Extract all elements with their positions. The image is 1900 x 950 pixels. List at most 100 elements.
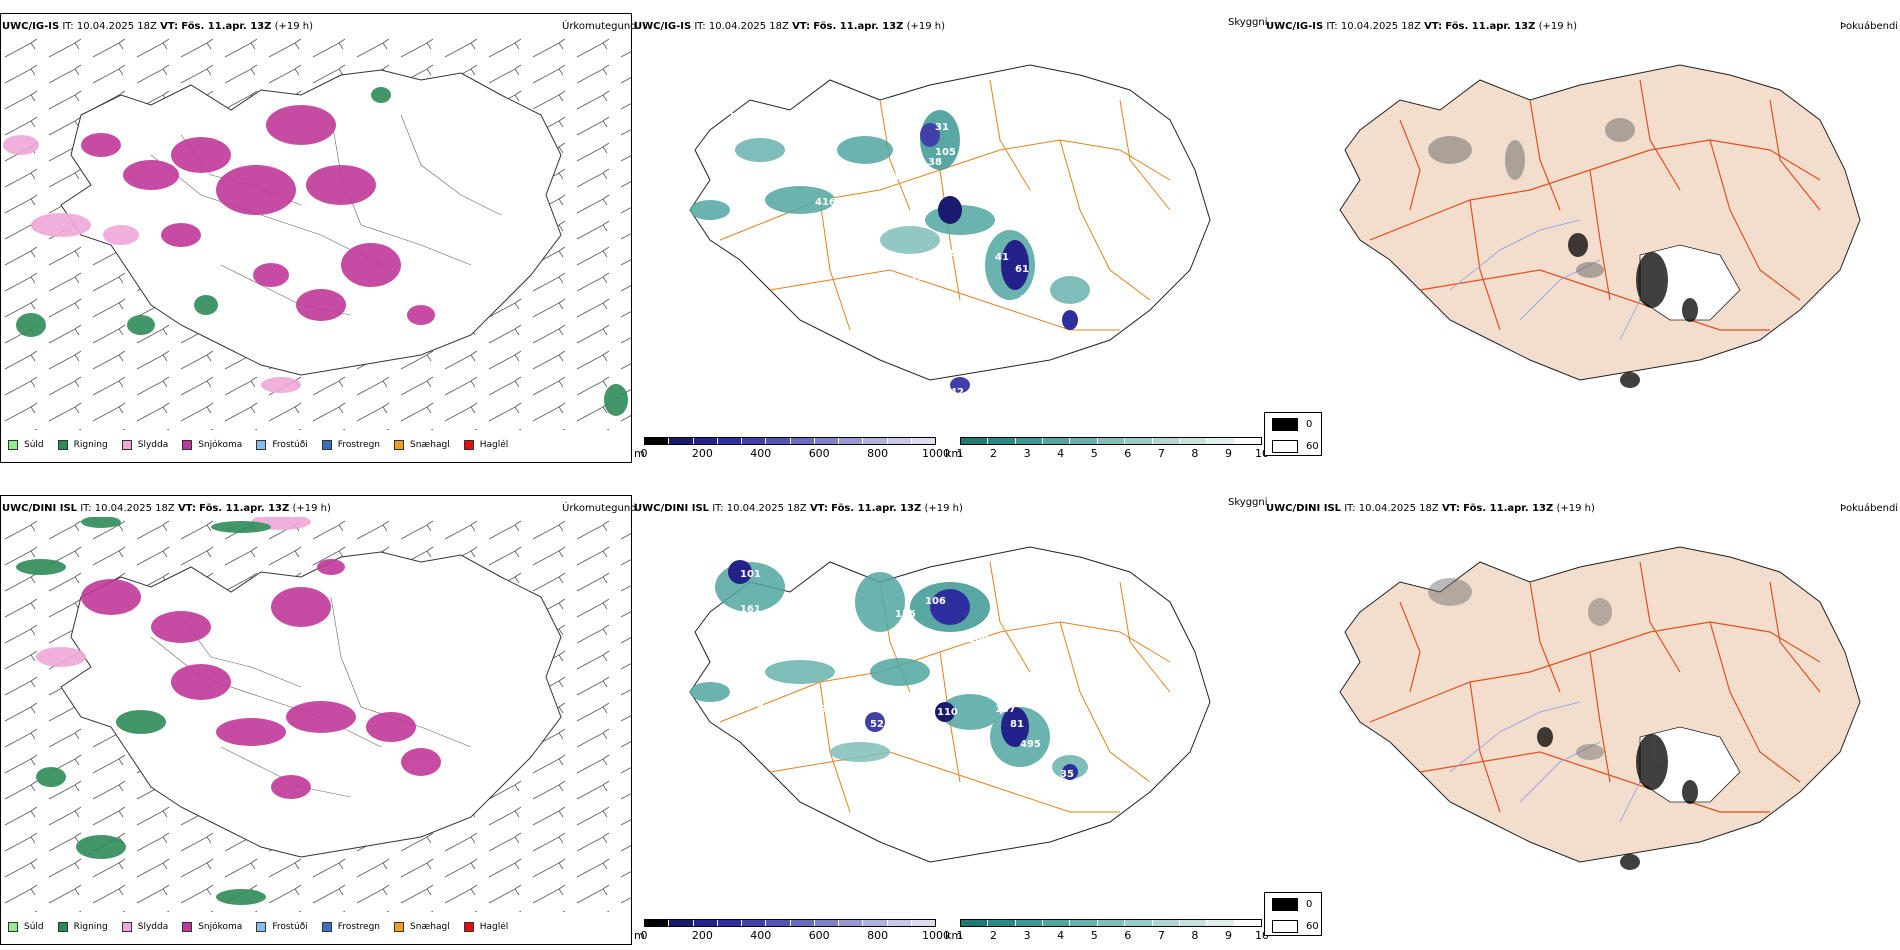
tick-label: 400 — [750, 447, 772, 460]
colorbar-step — [693, 920, 718, 926]
tick-label: 600 — [808, 447, 830, 460]
vis-unit-1: km — [945, 447, 963, 460]
ceiling-label: 495 — [1020, 739, 1041, 750]
legend-label: Snæhagl — [410, 440, 450, 450]
fog-map-1 — [1339, 64, 1861, 388]
model-name: UWC/DINI ISL — [634, 503, 710, 514]
it-label: IT: — [1344, 503, 1356, 514]
tick-label: 1 — [956, 929, 964, 942]
fog-title: Þokuábendi — [1840, 21, 1899, 32]
ceiling-label: 42 — [950, 387, 964, 398]
ceiling-label: 02 — [862, 182, 876, 193]
legend-label: Snjókoma — [198, 922, 243, 932]
swatch — [321, 922, 332, 932]
it-value: 10.04.2025 18Z — [726, 503, 807, 514]
vt-value: Fös. 11.apr. 13Z — [1445, 21, 1536, 32]
it-label: IT: — [694, 21, 706, 32]
colorbar-step — [1234, 920, 1261, 926]
swatch — [1272, 898, 1298, 911]
precip-legend-2: Súld Rigning Slydda Snjókoma Frostúði Fr… — [8, 922, 522, 932]
tick-label: 5 — [1090, 929, 1098, 942]
ceiling-label: 200 — [950, 664, 971, 675]
colorbar-step — [645, 438, 670, 444]
tick-label: 0 — [640, 929, 648, 942]
ceiling-label: 63 — [905, 632, 919, 643]
legend-label: Súld — [24, 440, 44, 450]
visibility-title: Skyggni — [1228, 497, 1268, 508]
ceiling-colorbar-1 — [644, 437, 936, 445]
ceiling-label: 110 — [937, 707, 958, 718]
colorbar-step — [1125, 438, 1153, 444]
vt-value: Fös. 11.apr. 13Z — [813, 21, 904, 32]
colorbar-step — [693, 438, 718, 444]
ceiling-label: 161 — [740, 604, 761, 615]
vt-label: VT: — [1424, 21, 1443, 32]
vt-label: VT: — [1441, 503, 1460, 514]
swatch — [394, 922, 405, 932]
legend-item-sudl: Súld — [8, 440, 44, 450]
ceiling-unit-2: m — [634, 929, 645, 942]
legend-label: Frostregn — [337, 922, 381, 932]
legend-item-slydda: Slydda — [121, 922, 168, 932]
swatch — [182, 440, 193, 450]
colorbar-step — [1234, 438, 1261, 444]
precip-legend-1: Súld Rigning Slydda Snjókoma Frostúði Fr… — [8, 440, 522, 450]
precip-title: Úrkomutegund — [562, 21, 637, 32]
precip-type-map-2 — [1, 517, 631, 912]
legend-label: 60 — [1306, 921, 1319, 932]
legend-label: Rigning — [73, 922, 108, 932]
colorbar-step — [1152, 438, 1180, 444]
swatch — [121, 922, 132, 932]
colorbar-step — [863, 438, 888, 444]
legend-item-sudl: Súld — [8, 922, 44, 932]
swatch — [463, 922, 474, 932]
tick-label: 1 — [956, 447, 964, 460]
swatch — [256, 922, 267, 932]
vt-value: Fös. 11.apr. 13Z — [181, 21, 272, 32]
colorbar-step — [911, 438, 935, 444]
ceiling-label: 416 — [815, 197, 836, 208]
legend-item-frostregn: Frostregn — [321, 440, 380, 450]
legend-item-haglel: Haglél — [463, 440, 508, 450]
colorbar-step — [961, 920, 989, 926]
ceiling-label: 56 — [730, 112, 744, 123]
ceiling-label: 278 — [878, 172, 899, 183]
ceiling-label: 289 — [970, 160, 991, 171]
vis-ticks-1: 1 2 3 4 5 6 7 8 9 10 — [956, 447, 1270, 461]
ceiling-label: 22 — [982, 649, 996, 660]
model-name: UWC/DINI ISL — [2, 503, 78, 514]
swatch — [1272, 418, 1298, 431]
legend-item-snjokoma: Snjókoma — [182, 922, 242, 932]
swatch — [463, 440, 474, 450]
tick-label: 2 — [990, 929, 998, 942]
legend-label: 60 — [1306, 441, 1319, 452]
colorbar-step — [766, 438, 791, 444]
colorbar-step — [814, 920, 839, 926]
legend-label: Rigning — [73, 440, 108, 450]
colorbar-step — [1207, 920, 1235, 926]
tick-label: 3 — [1023, 929, 1031, 942]
ceiling-label: 77 — [968, 390, 982, 401]
lead-time: (+19 h) — [1538, 21, 1577, 32]
swatch — [8, 922, 18, 932]
ceiling-ticks-1: 0 200 400 600 800 1000 — [641, 447, 951, 461]
ceiling-label: 61 — [1015, 264, 1029, 275]
colorbar-step — [717, 920, 742, 926]
colorbar-step — [814, 438, 839, 444]
legend-label: Slydda — [137, 440, 169, 450]
vis-panel-header: UWC/DINI ISL IT: 10.04.2025 18Z VT: Fös.… — [634, 503, 963, 515]
fog-legend-row-0: 0 — [1272, 418, 1312, 431]
fog-legend-row-0: 0 — [1272, 898, 1312, 911]
precip-title: Úrkomutegund — [562, 503, 637, 514]
swatch — [57, 440, 68, 450]
tick-label: 800 — [867, 447, 889, 460]
tick-label: 8 — [1191, 929, 1199, 942]
ceiling-colorbar-2 — [644, 919, 936, 927]
swatch — [1272, 920, 1298, 933]
colorbar-step — [1070, 438, 1098, 444]
tick-label: 7 — [1157, 447, 1165, 460]
tick-label: 600 — [808, 929, 830, 942]
it-label: IT: — [1326, 21, 1338, 32]
legend-item-frostudi: Frostúði — [256, 440, 308, 450]
colorbar-step — [1070, 920, 1098, 926]
